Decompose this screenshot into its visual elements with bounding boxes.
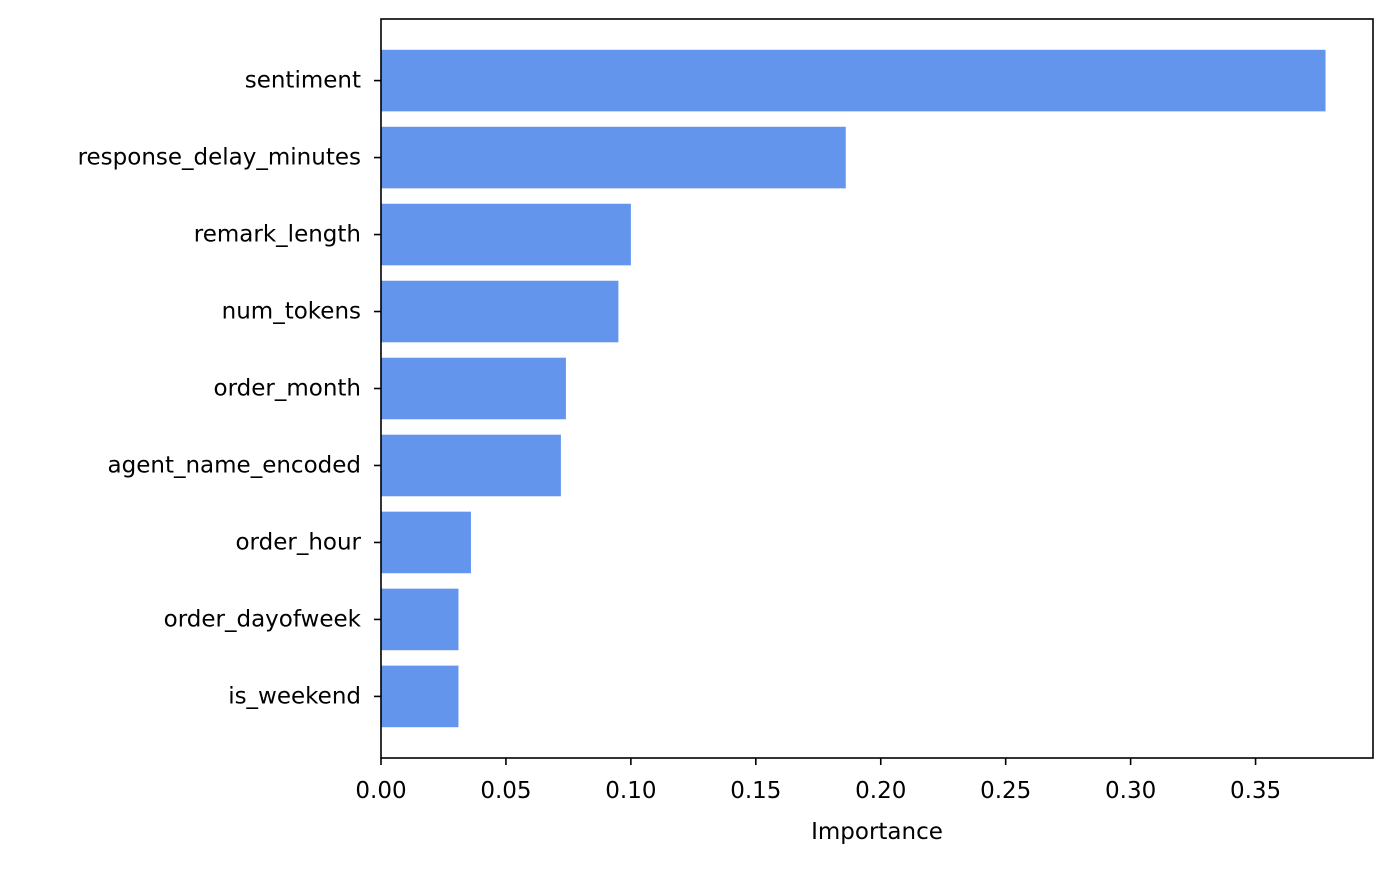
bar-agent_name_encoded xyxy=(381,434,561,497)
y-tick-label: remark_length xyxy=(194,222,361,248)
x-tick-label: 0.20 xyxy=(855,778,906,804)
x-tick-label: 0.10 xyxy=(605,778,656,804)
bars-group xyxy=(381,49,1326,728)
bar-remark_length xyxy=(381,203,631,266)
y-tick-label: order_hour xyxy=(235,529,361,555)
x-tick-label: 0.35 xyxy=(1230,778,1281,804)
y-tick-label: response_delay_minutes xyxy=(78,145,361,171)
bar-is_weekend xyxy=(381,665,459,728)
x-tick-label: 0.15 xyxy=(730,778,781,804)
x-axis-label: Importance xyxy=(811,819,943,845)
y-tick-label: order_dayofweek xyxy=(164,606,362,632)
bar-order_hour xyxy=(381,511,471,574)
x-axis-ticks: 0.00 0.05 0.10 0.15 0.20 0.25 0.30 0.35 xyxy=(355,758,1281,804)
bar-order_dayofweek xyxy=(381,588,459,651)
plot-frame xyxy=(380,18,1374,759)
bar-response_delay_minutes xyxy=(381,126,846,189)
y-tick-label: sentiment xyxy=(245,68,361,94)
x-tick-label: 0.25 xyxy=(980,778,1031,804)
x-tick-label: 0.00 xyxy=(355,778,406,804)
x-tick-label: 0.05 xyxy=(480,778,531,804)
y-tick-label: order_month xyxy=(214,376,361,402)
y-tick-label: agent_name_encoded xyxy=(108,452,361,478)
y-tick-label: is_weekend xyxy=(228,683,361,709)
y-axis-ticks: sentiment response_delay_minutes remark_le… xyxy=(78,68,381,709)
bar-order_month xyxy=(381,357,566,420)
bar-sentiment xyxy=(381,49,1326,112)
bar-num_tokens xyxy=(381,280,619,343)
y-tick-label: num_tokens xyxy=(222,299,361,325)
x-tick-label: 0.30 xyxy=(1105,778,1156,804)
